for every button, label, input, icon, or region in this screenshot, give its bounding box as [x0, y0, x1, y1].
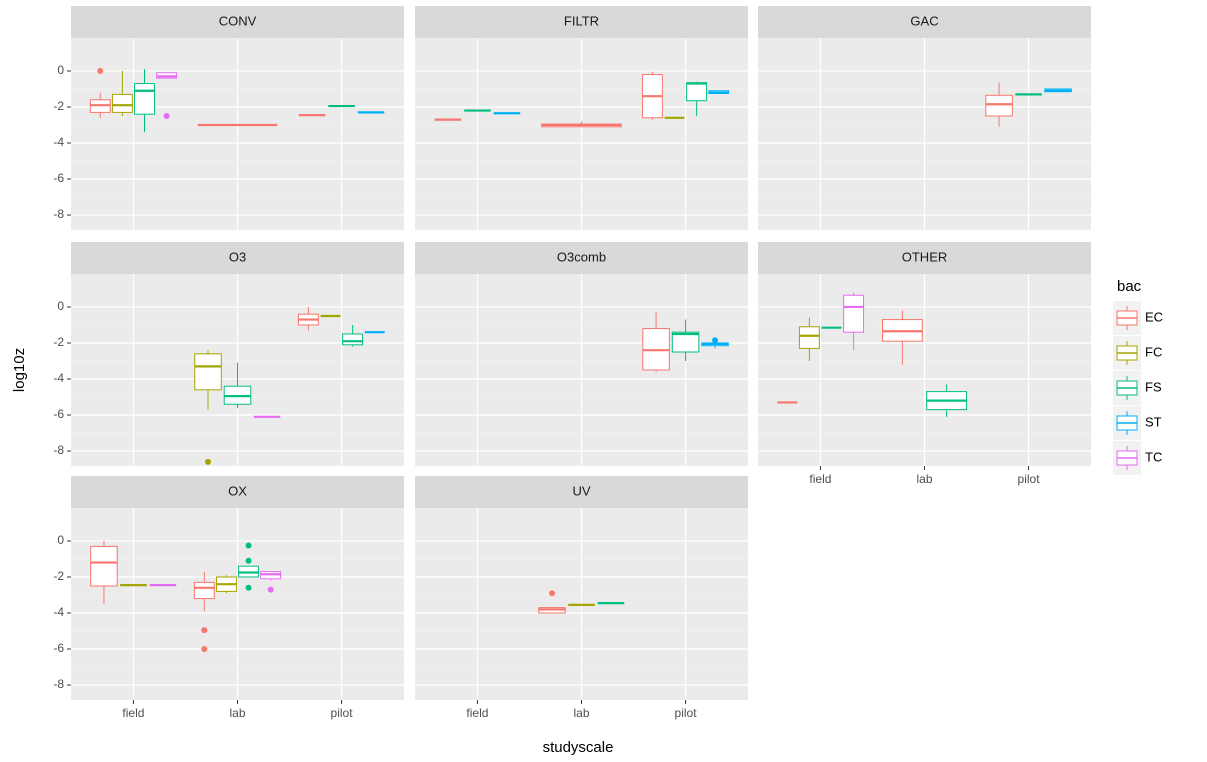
- y-tick-label: -6: [53, 171, 64, 185]
- legend-label: TC: [1145, 449, 1162, 464]
- y-tick-label: 0: [57, 533, 64, 547]
- outlier: [205, 458, 212, 465]
- strip-label: GAC: [910, 13, 938, 28]
- strip: [71, 242, 404, 274]
- outlier: [97, 67, 104, 74]
- outlier: [712, 337, 719, 344]
- x-axis-title: studyscale: [543, 739, 614, 756]
- strip-label: FILTR: [564, 13, 599, 28]
- strip-label: UV: [572, 483, 590, 498]
- box: [985, 94, 1013, 117]
- y-axis-title: log10z: [11, 348, 28, 392]
- outlier: [549, 590, 556, 597]
- box: [671, 331, 700, 353]
- y-tick-label: -2: [53, 569, 64, 583]
- x-tick-label: lab: [573, 706, 589, 720]
- box: [686, 82, 708, 102]
- outlier: [201, 646, 208, 653]
- strip: [415, 476, 748, 508]
- strip: [758, 242, 1091, 274]
- box: [843, 294, 865, 333]
- strip-label: O3: [229, 249, 246, 264]
- outlier: [267, 586, 274, 593]
- strip: [71, 6, 404, 38]
- box: [90, 545, 118, 587]
- outlier: [245, 557, 252, 564]
- strip-label: OX: [228, 483, 247, 498]
- box: [193, 581, 215, 600]
- x-tick-label: lab: [229, 706, 245, 720]
- x-tick-label: lab: [916, 472, 932, 486]
- x-tick-label: field: [466, 706, 488, 720]
- strip: [415, 242, 748, 274]
- box: [134, 83, 155, 115]
- y-tick-label: -4: [53, 135, 64, 149]
- box: [798, 326, 820, 349]
- strip-label: O3comb: [557, 249, 606, 264]
- strip: [758, 6, 1091, 38]
- y-tick-label: -2: [53, 99, 64, 113]
- strip: [71, 476, 404, 508]
- y-tick-label: 0: [57, 63, 64, 77]
- box: [111, 93, 133, 113]
- outlier: [201, 627, 208, 634]
- y-tick-label: -8: [53, 207, 64, 221]
- legend-label: ST: [1145, 414, 1162, 429]
- box: [342, 333, 364, 346]
- y-tick-label: -2: [53, 335, 64, 349]
- outlier: [245, 584, 252, 591]
- box: [194, 353, 222, 391]
- x-tick-label: field: [122, 706, 144, 720]
- strip-label: CONV: [219, 13, 257, 28]
- legend-title: bac: [1117, 278, 1142, 295]
- y-tick-label: -6: [53, 641, 64, 655]
- y-tick-label: -4: [53, 371, 64, 385]
- y-tick-label: -8: [53, 677, 64, 691]
- legend-label: FC: [1145, 344, 1162, 359]
- x-tick-label: field: [809, 472, 831, 486]
- strip-label: OTHER: [902, 249, 948, 264]
- y-tick-label: -6: [53, 407, 64, 421]
- outlier: [245, 542, 252, 549]
- y-tick-label: 0: [57, 299, 64, 313]
- outlier: [163, 112, 170, 119]
- strip: [415, 6, 748, 38]
- x-tick-label: pilot: [675, 706, 698, 720]
- x-tick-label: pilot: [331, 706, 354, 720]
- x-tick-label: pilot: [1018, 472, 1041, 486]
- legend-label: EC: [1145, 309, 1163, 324]
- legend-label: FS: [1145, 379, 1162, 394]
- y-tick-label: -4: [53, 605, 64, 619]
- y-tick-label: -8: [53, 443, 64, 457]
